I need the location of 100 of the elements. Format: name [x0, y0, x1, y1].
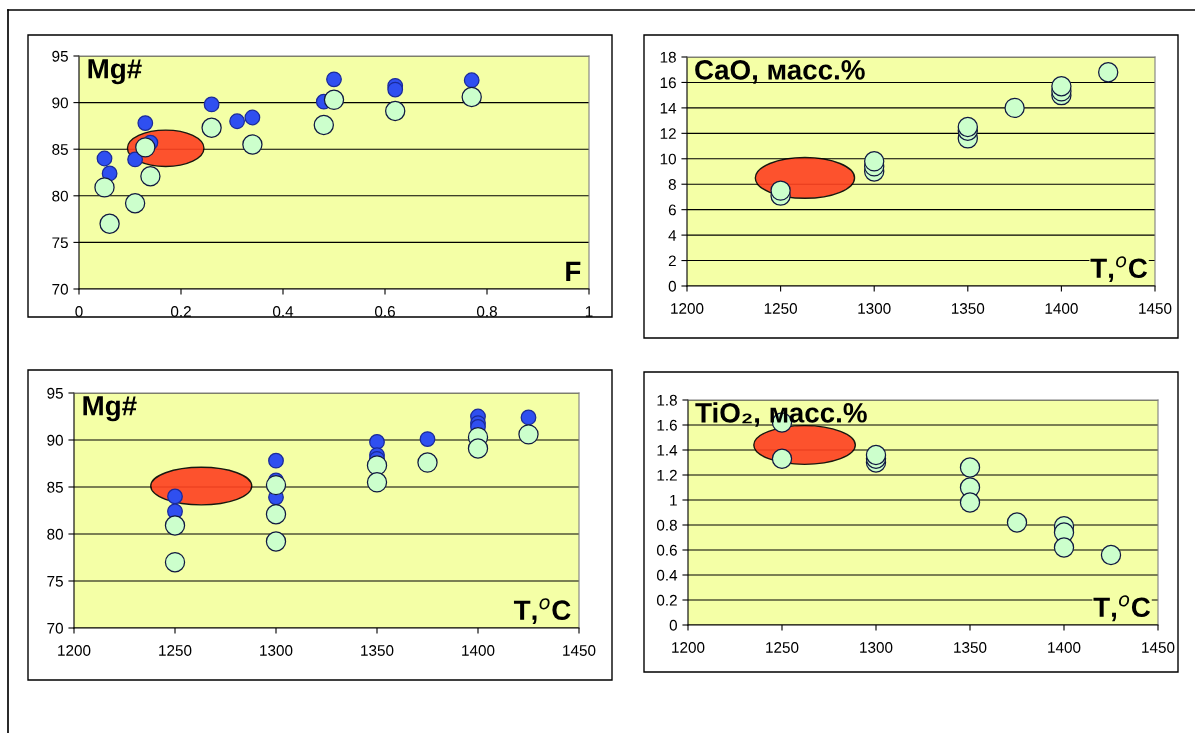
y-tick-label: 18	[660, 51, 676, 63]
point	[124, 193, 146, 214]
y-tick-label: 0.8	[656, 519, 677, 531]
point	[366, 455, 388, 476]
y-tick-label: 16	[660, 77, 676, 89]
point	[229, 113, 246, 130]
point	[419, 431, 436, 447]
point	[164, 515, 186, 536]
point	[99, 213, 120, 234]
x-tick-label: 1200	[671, 303, 704, 314]
point	[417, 452, 438, 473]
point	[140, 166, 161, 187]
x-tick-label: 1300	[260, 645, 293, 656]
x-tick-label: 1250	[766, 642, 799, 653]
y-tick-label: 1.8	[657, 394, 677, 406]
x-axis-title: T,$^{o}$C	[1090, 256, 1148, 283]
y-tick-label: 70	[47, 622, 63, 634]
y-tick-label: 0.4	[656, 569, 678, 581]
x-tick-label: 0.8	[476, 306, 497, 317]
x-axis-title: F	[566, 261, 581, 281]
point	[461, 86, 482, 108]
y-tick-label: 10	[660, 153, 676, 165]
y-tick-label: 4	[668, 230, 677, 241]
point	[242, 134, 263, 155]
y-tick-label: 70	[52, 283, 68, 295]
y-tick-label: 95	[47, 387, 63, 399]
x-tick-label: 1200	[672, 642, 705, 653]
x-tick-label: 1400	[462, 645, 495, 656]
y-tick-label: 90	[47, 434, 63, 446]
y-tick-label: 85	[52, 144, 68, 155]
x-tick-label: 1250	[764, 303, 797, 314]
y-tick-label: 75	[47, 576, 63, 587]
point	[771, 448, 793, 469]
point	[1006, 512, 1028, 533]
x-tick-label: 1200	[58, 645, 91, 656]
y-tick-label: 1.2	[657, 469, 677, 481]
x-tick-label: 1350	[951, 303, 985, 314]
point	[265, 504, 287, 525]
x-tick-label: 0	[75, 306, 83, 317]
point	[385, 100, 406, 122]
point	[201, 117, 222, 138]
point	[96, 150, 113, 167]
y-tick-label: 80	[52, 190, 68, 202]
y-tick-label: 0	[669, 619, 677, 631]
x-tick-label: 0.2	[170, 306, 191, 317]
y-tick-label: 1.4	[657, 445, 678, 456]
point	[369, 433, 385, 450]
y-tick-label: 0	[668, 280, 676, 292]
point	[244, 109, 261, 126]
x-tick-label: 1400	[1045, 303, 1078, 314]
x-tick-label: 1350	[361, 645, 394, 656]
x-tick-label: 1300	[860, 642, 893, 653]
y-tick-label: 75	[52, 237, 68, 249]
point	[268, 452, 284, 469]
point	[518, 424, 539, 445]
y-tick-label: 6	[668, 204, 676, 216]
point	[467, 438, 489, 459]
point	[203, 96, 220, 113]
y-tick-label: 80	[47, 528, 63, 540]
y-tick-label: 8	[668, 179, 676, 190]
y-tick-label: 85	[47, 481, 63, 493]
point	[265, 531, 287, 552]
point	[313, 114, 334, 136]
chart-title: TiO₂, масс.%	[695, 402, 867, 427]
x-tick-label: 1450	[1139, 303, 1172, 314]
point	[463, 72, 480, 89]
x-tick-label: 0.4	[272, 306, 294, 317]
point	[137, 115, 154, 132]
point	[1100, 544, 1122, 566]
point	[135, 137, 156, 158]
point	[94, 177, 115, 198]
point	[127, 151, 144, 168]
point	[520, 409, 537, 426]
x-tick-label: 1400	[1048, 642, 1081, 653]
y-tick-label: 90	[52, 97, 68, 109]
x-tick-label: 1	[585, 306, 593, 317]
y-tick-label: 12	[660, 128, 676, 139]
point	[959, 457, 981, 478]
x-tick-label: 1450	[1142, 642, 1175, 653]
x-axis-title: T,$^{o}$C	[1093, 595, 1151, 622]
y-tick-label: 1.6	[657, 419, 677, 431]
x-tick-label: 1300	[858, 303, 891, 314]
y-tick-label: 0.6	[656, 544, 677, 556]
point	[387, 81, 404, 98]
x-tick-label: 1250	[159, 645, 192, 656]
y-tick-label: 14	[660, 102, 677, 114]
point	[366, 472, 388, 493]
x-tick-label: 1350	[954, 642, 987, 653]
point	[1051, 76, 1072, 97]
point	[167, 488, 183, 505]
point	[959, 492, 981, 513]
point	[265, 474, 287, 496]
point	[326, 71, 342, 88]
point	[1004, 97, 1025, 119]
point	[323, 89, 345, 111]
y-tick-label: 1	[670, 495, 677, 506]
x-tick-label: 1450	[563, 645, 596, 656]
chart-title: CaO, масс.%	[695, 60, 865, 84]
y-tick-label: 2	[668, 255, 676, 267]
chart-title: Mg#	[88, 59, 142, 85]
